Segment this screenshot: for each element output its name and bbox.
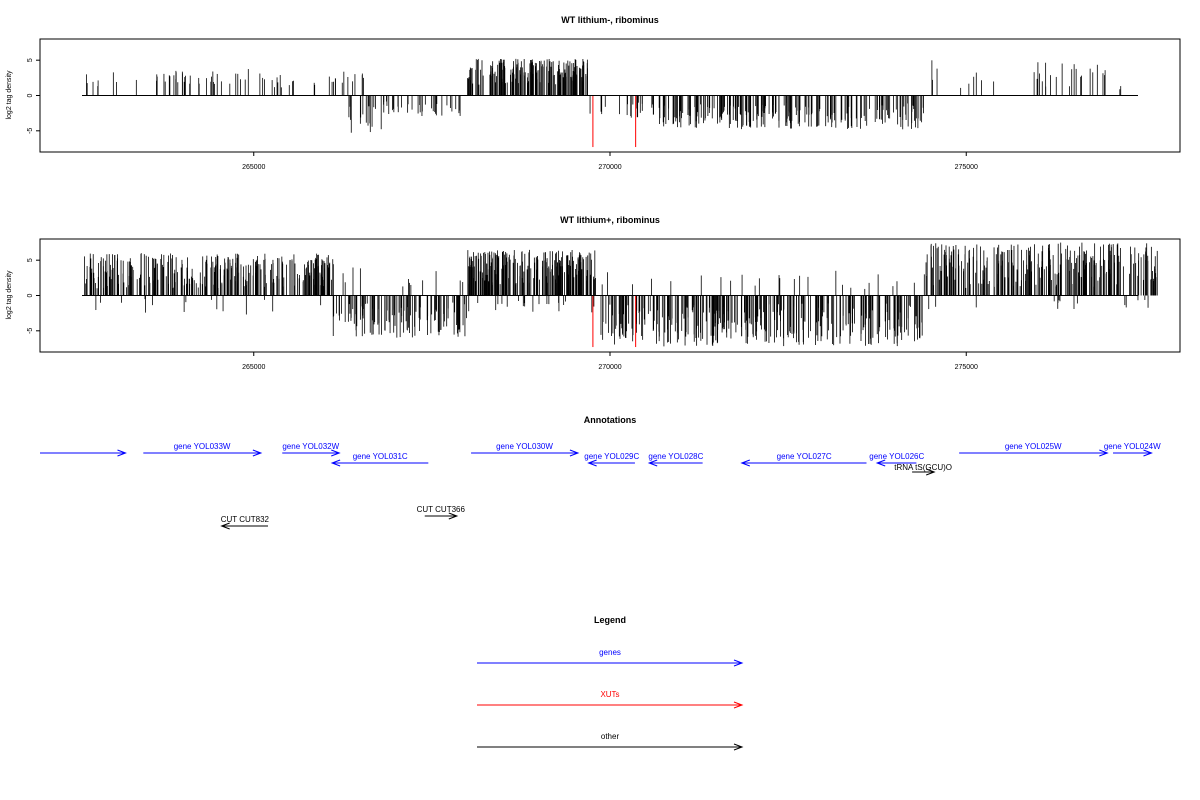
- feature-arrow-head: [875, 459, 886, 467]
- panel-1-xtick-label: 265000: [242, 164, 265, 171]
- annotation-feature: gene YOL033W: [143, 442, 263, 457]
- feature-arrow-head: [1143, 449, 1153, 457]
- annotation-feature: tRNA tS(GCU)O: [894, 463, 952, 476]
- feature-label: gene YOL024W: [1104, 442, 1161, 451]
- feature-label: gene YOL026C: [869, 452, 924, 461]
- feature-label: gene YOL029C: [584, 452, 639, 461]
- annotation-feature: gene YOL032W: [282, 442, 341, 457]
- panel-1-xtick-label: 275000: [955, 164, 978, 171]
- annotation-feature: gene YOL030W: [471, 442, 580, 457]
- feature-arrow-head: [220, 522, 230, 530]
- feature-label: CUT CUT832: [221, 515, 270, 524]
- panel-1-bars: [85, 58, 1122, 133]
- legend-item: XUTs: [477, 690, 744, 709]
- panel-2-xtick-label: 270000: [598, 364, 621, 371]
- panel-2-y-axis: -5 0 5: [27, 258, 40, 334]
- density-panel-1: WT lithium-, ribominus log2 tag density …: [6, 15, 1181, 171]
- panel-2-ytick-label: 5: [27, 258, 34, 262]
- annotation-feature: gene YOL027C: [740, 452, 867, 467]
- legend-items: genes XUTs other: [477, 648, 744, 751]
- feature-label: gene YOL030W: [496, 442, 553, 451]
- panel-1-ylabel: log2 tag density: [6, 70, 13, 120]
- annotation-feature: gene YOL026C: [869, 452, 925, 467]
- feature-label: gene YOL032W: [282, 442, 339, 451]
- feature-label: tRNA tS(GCU)O: [894, 463, 952, 472]
- feature-arrow-head: [252, 449, 263, 457]
- legend-item: genes: [477, 648, 744, 667]
- panel-2-title: WT lithium+, ribominus: [560, 215, 660, 225]
- legend-title: Legend: [594, 615, 626, 625]
- legend-label: genes: [599, 648, 621, 657]
- feature-label: gene YOL025W: [1005, 442, 1062, 451]
- panel-2-xtick-label: 265000: [242, 364, 265, 371]
- panel-1-y-axis: -5 0 5: [27, 58, 40, 134]
- density-panel-2: WT lithium+, ribominus log2 tag density …: [6, 215, 1181, 371]
- feature-arrow-head: [331, 449, 341, 457]
- feature-arrow-head: [740, 459, 750, 467]
- panel-2-xtick-label: 275000: [955, 364, 978, 371]
- feature-label: CUT CUT366: [417, 505, 466, 514]
- feature-arrow-head: [733, 701, 744, 709]
- feature-arrow-head: [1099, 449, 1109, 457]
- legend-label: other: [601, 732, 620, 741]
- legend-label: XUTs: [600, 690, 619, 699]
- panel-2-highlight-bars: [592, 295, 637, 348]
- panel-1-ytick-label: 5: [27, 58, 34, 62]
- annotation-feature: gene YOL029C: [584, 452, 640, 467]
- feature-arrow-head: [330, 459, 341, 467]
- annotations-panel: Annotations gene YOL033W gene YOL032Wgene…: [40, 415, 1161, 530]
- panel-2-ytick-label: 0: [27, 293, 34, 297]
- annotation-feature: gene YOL024W: [1104, 442, 1161, 457]
- annotation-feature: CUT CUT832: [220, 515, 270, 530]
- panel-1-xtick-label: 270000: [598, 164, 621, 171]
- feature-arrow-head: [448, 512, 459, 520]
- panel-1-ytick-label: -5: [27, 128, 34, 134]
- feature-label: gene YOL028C: [648, 452, 703, 461]
- legend: Legend genes XUTs other: [477, 615, 744, 751]
- panel-2-x-axis: 265000 270000 275000: [242, 352, 978, 371]
- panel-2-bars: [84, 242, 1158, 347]
- annotations-title: Annotations: [584, 415, 637, 425]
- annotation-feature: gene YOL031C: [330, 452, 429, 467]
- annotation-features: gene YOL033W gene YOL032W gene YOL031C gene…: [40, 442, 1161, 530]
- feature-label: gene YOL031C: [353, 452, 408, 461]
- feature-arrow-head: [117, 449, 127, 457]
- feature-label: gene YOL033W: [174, 442, 231, 451]
- annotation-feature: [40, 449, 127, 457]
- feature-arrow-head: [647, 459, 658, 467]
- feature-arrow-head: [733, 743, 744, 751]
- legend-item: other: [477, 732, 744, 751]
- feature-arrow-head: [926, 468, 936, 476]
- panel-1-x-axis: 265000 270000 275000: [242, 152, 978, 171]
- panel-2-ylabel: log2 tag density: [6, 270, 13, 320]
- feature-arrow-head: [569, 449, 580, 457]
- panel-1-title: WT lithium-, ribominus: [561, 15, 659, 25]
- feature-label: gene YOL027C: [777, 452, 832, 461]
- annotation-feature: CUT CUT366: [417, 505, 466, 520]
- annotation-feature: gene YOL028C: [647, 452, 704, 467]
- panel-2-ytick-label: -5: [27, 328, 34, 334]
- feature-arrow-head: [733, 659, 744, 667]
- annotation-feature: gene YOL025W: [959, 442, 1109, 457]
- feature-arrow-head: [587, 459, 597, 467]
- panel-1-ytick-label: 0: [27, 93, 34, 97]
- panel-1-highlight-bars: [592, 95, 637, 148]
